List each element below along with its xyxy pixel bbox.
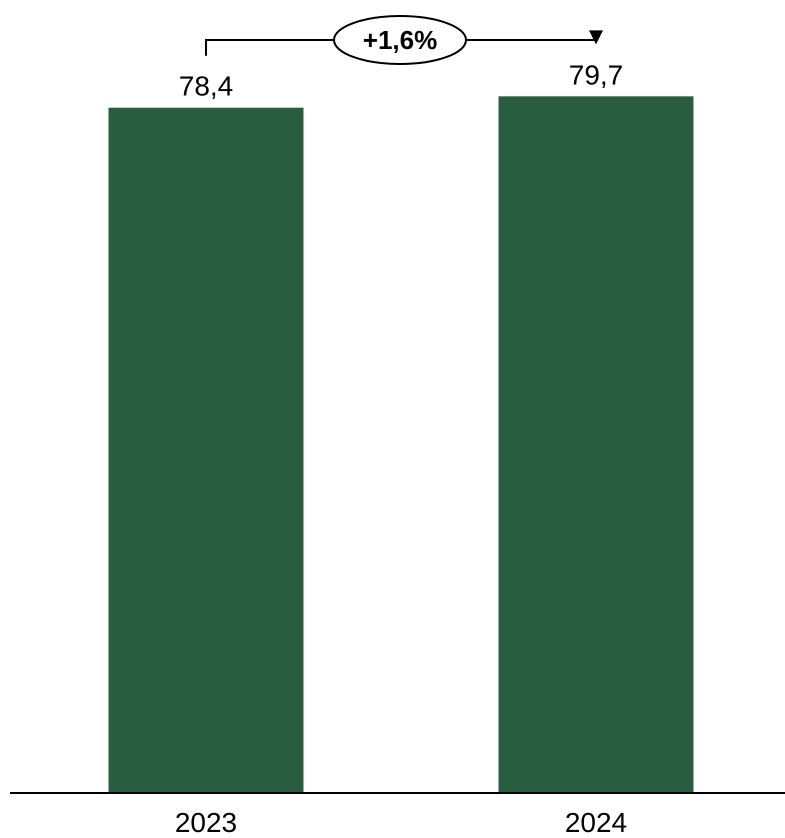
bars-group xyxy=(108,96,694,793)
labels-group: 78,4 2023 79,7 2024 xyxy=(175,59,627,838)
x-tick-label-2023: 2023 xyxy=(175,807,237,838)
value-label-2023: 78,4 xyxy=(179,71,234,102)
bar-2024 xyxy=(498,96,694,793)
x-tick-label-2024: 2024 xyxy=(565,807,627,838)
arrowhead-icon xyxy=(589,30,603,45)
change-oval xyxy=(333,15,467,65)
value-label-2024: 79,7 xyxy=(569,59,624,90)
change-label: +1,6% xyxy=(363,25,437,55)
bar-2023 xyxy=(108,107,304,793)
change-annotation: +1,6% xyxy=(205,15,603,65)
